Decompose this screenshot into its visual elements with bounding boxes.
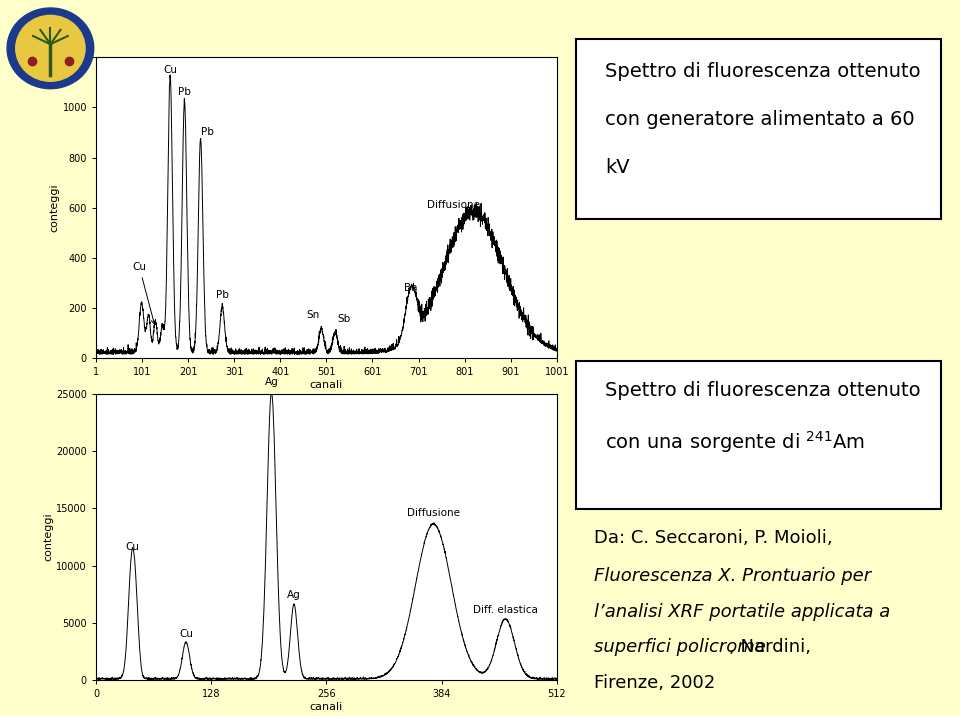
Ellipse shape [7, 8, 94, 89]
Text: superfici policrome: superfici policrome [594, 639, 766, 657]
Text: Ag: Ag [287, 590, 300, 600]
Text: Sn: Sn [306, 311, 320, 321]
Text: kV: kV [605, 158, 630, 178]
Y-axis label: conteggi: conteggi [50, 183, 60, 232]
Text: Cu: Cu [179, 629, 193, 639]
Text: Pb: Pb [216, 291, 228, 301]
Text: Fluorescenza X. Prontuario per: Fluorescenza X. Prontuario per [594, 567, 872, 586]
Text: , Nardini,: , Nardini, [730, 639, 811, 657]
Y-axis label: conteggi: conteggi [43, 513, 54, 561]
Text: Firenze, 2002: Firenze, 2002 [594, 674, 715, 692]
Text: l’analisi XRF portatile applicata a: l’analisi XRF portatile applicata a [594, 603, 891, 621]
Text: Spettro di fluorescenza ottenuto: Spettro di fluorescenza ottenuto [605, 62, 921, 81]
Text: con una sorgente di $^{241}$Am: con una sorgente di $^{241}$Am [605, 429, 865, 455]
Text: Sb: Sb [338, 314, 350, 324]
Text: Pb: Pb [178, 87, 191, 97]
Text: Diffusione: Diffusione [427, 200, 480, 211]
Text: Cu: Cu [163, 65, 178, 75]
Text: Ba: Ba [404, 283, 418, 293]
Ellipse shape [15, 15, 85, 81]
FancyBboxPatch shape [576, 361, 941, 510]
Text: Cu: Cu [125, 542, 139, 552]
FancyBboxPatch shape [576, 39, 941, 220]
Text: Da: C. Seccaroni, P. Moioli,: Da: C. Seccaroni, P. Moioli, [594, 528, 833, 547]
Text: Ag: Ag [265, 377, 278, 387]
X-axis label: canali: canali [310, 379, 343, 390]
Text: Cu: Cu [132, 262, 156, 324]
Text: Diff. elastica: Diff. elastica [473, 605, 538, 615]
Text: Spettro di fluorescenza ottenuto: Spettro di fluorescenza ottenuto [605, 381, 921, 400]
Text: con generatore alimentato a 60: con generatore alimentato a 60 [605, 110, 915, 129]
X-axis label: canali: canali [310, 702, 343, 712]
Text: Pb: Pb [201, 127, 213, 137]
Text: Diffusione: Diffusione [407, 508, 460, 518]
